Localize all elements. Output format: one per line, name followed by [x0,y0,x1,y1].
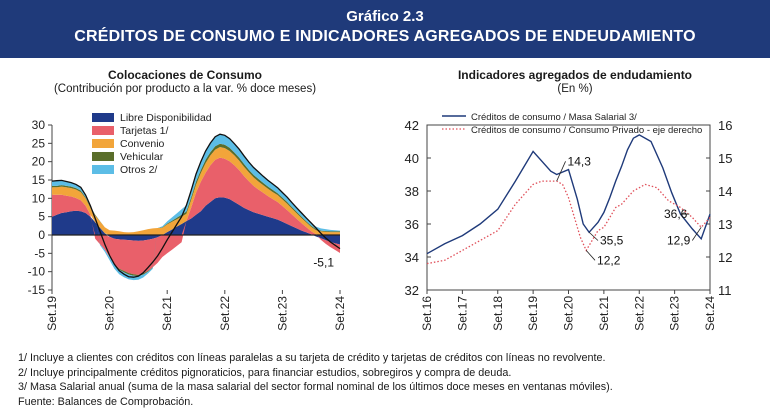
y-right-tick-label: 11 [718,283,732,298]
label-leader [556,161,566,182]
figure-title: CRÉDITOS DE CONSUMO E INDICADORES AGREGA… [74,28,696,45]
y-left-tick-label: 40 [405,151,419,166]
line-masa-salarial [426,134,711,255]
legend-label-convenio: Convenio [120,138,165,150]
legend-swatch-vehicular [92,152,114,161]
y-right-tick-label: 13 [718,217,732,232]
legend-swatch-tarjetas [92,126,114,135]
legend-label-tarjetas: Tarjetas 1/ [120,125,169,137]
legend-label-masa-salarial: Créditos de consumo / Masa Salarial 3/ [471,112,637,123]
area-tarjetas [52,157,340,275]
legend-swatch-otros [92,165,114,174]
x-tick-label: Set.19 [45,296,59,331]
data-label: 12,9 [667,234,691,248]
y-tick-label: 10 [32,191,46,205]
footnote-source: Fuente: Balances de Comprobación. [18,395,194,408]
legend-swatch-libre [92,113,114,122]
legend-label-libre: Libre Disponibilidad [120,112,212,124]
x-tick-label: Set.19 [526,296,540,331]
data-label: 36,6 [664,207,688,221]
x-tick-label: Set.16 [420,296,434,331]
legend-label-otros: Otros 2/ [120,164,157,176]
x-tick-label: Set.22 [632,296,646,331]
area-libre [52,197,340,245]
left-chart-title: Colocaciones de Consumo [107,68,263,82]
data-label: 12,2 [597,253,621,267]
left-stacked-area-chart: -15 -10 -5 0 5 10 15 20 25 30 -5,1 Set.19 Set.20 Set.… [28,112,347,331]
area-convenio [52,147,340,235]
y-tick-label: 0 [38,228,45,242]
x-tick-label: Set.23 [668,296,682,331]
figure-number: Gráfico 2.3 [346,8,424,25]
x-tick-label: Set.17 [455,296,469,331]
line-consumo-privado [426,180,711,265]
label-leader [588,231,599,241]
y-tick-label: -15 [28,283,46,297]
y-right-tick-label: 15 [718,151,732,166]
legend-label-consumo-privado: Créditos de consumo / Consumo Privado - … [471,125,702,136]
y-tick-label: 30 [32,118,46,132]
x-tick-label: Set.20 [562,296,576,331]
label-leader [585,250,596,261]
y-right-tick-label: 16 [718,118,732,133]
legend-label-vehicular: Vehicular [120,151,164,163]
y-tick-label: -10 [28,265,46,279]
footnote-1: 1/ Incluye a clientes con créditos con l… [18,352,606,364]
data-label: 35,5 [600,234,624,248]
y-left-tick-label: 36 [405,217,419,232]
y-tick-label: 20 [32,155,46,169]
y-left-tick-label: 34 [405,250,419,265]
total-label: -5,1 [313,256,334,270]
y-right-tick-label: 12 [718,250,732,265]
y-left-tick-label: 32 [405,283,419,298]
total-line [51,133,341,278]
x-tick-label: Set.21 [160,296,174,331]
x-tick-label: Set.18 [491,296,505,331]
x-tick-label: Set.22 [218,296,232,331]
x-tick-label: Set.20 [103,296,117,331]
y-tick-label: 5 [38,210,45,224]
x-tick-label: Set.21 [597,296,611,331]
label-leader [691,227,702,241]
right-line-chart: 32 34 36 38 40 42 11 12 13 14 15 16 Set.16 Set.17 Set.… [405,112,733,331]
footnote-3: 3/ Masa Salarial anual (suma de la masa … [18,381,613,393]
x-tick-label: Set.23 [275,296,289,331]
y-right-tick-label: 14 [718,184,732,199]
data-label: 14,3 [568,154,592,168]
left-chart-subtitle: (Contribución por producto a la var. % d… [53,83,317,95]
right-chart-subtitle: (En %) [557,83,593,95]
footnotes: 1/ Incluye a clientes con créditos con l… [18,351,613,409]
y-tick-label: 15 [32,173,46,187]
x-tick-label: Set.24 [703,296,717,331]
legend-swatch-convenio [92,139,114,148]
x-tick-label: Set.24 [333,296,347,331]
y-tick-label: -5 [34,246,45,260]
footnote-2: 2/ Incluye principalmente créditos pigno… [18,366,512,379]
chart-header: Gráfico 2.3 CRÉDITOS DE CONSUMO E INDICA… [0,0,770,58]
y-tick-label: 25 [32,136,46,150]
right-chart-title: Indicadores agregados de endudamiento [457,68,693,82]
y-left-tick-label: 42 [405,118,419,133]
y-left-tick-label: 38 [405,184,419,199]
